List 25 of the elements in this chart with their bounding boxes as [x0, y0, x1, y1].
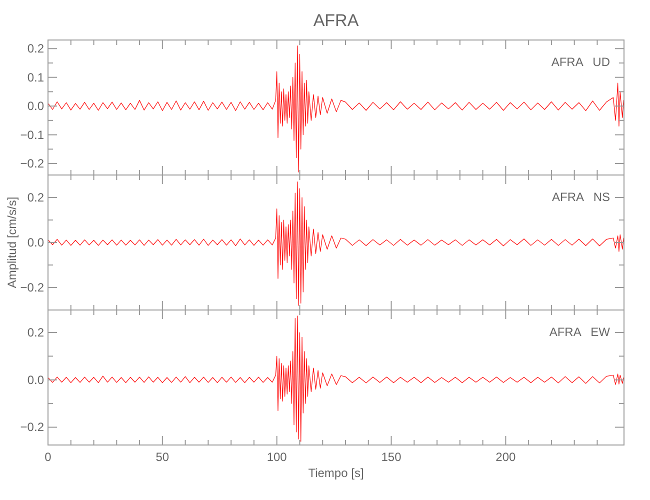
y-tick-label: 0.1: [27, 70, 44, 84]
y-tick-label: 0.0: [27, 99, 44, 114]
annotation: AFRA UD: [551, 55, 610, 69]
y-tick-label: −0.2: [20, 420, 44, 434]
line-series: [48, 181, 624, 306]
y-tick-label: −0.2: [20, 156, 44, 171]
y-tick-label: −0.1: [20, 128, 44, 142]
y-tick-label: 0.0: [27, 372, 44, 387]
chart-title: AFRA: [313, 11, 360, 30]
y-tick-label: 0.2: [27, 326, 44, 340]
y-tick-label: 0.2: [27, 42, 44, 56]
x-tick-label: 100: [266, 450, 288, 464]
x-tick-label: 200: [496, 450, 516, 464]
line-series: [48, 45, 624, 172]
x-tick-label: 150: [381, 450, 402, 464]
x-tick-label: 50: [156, 450, 170, 464]
x-tick-label: 0: [44, 450, 52, 464]
y-tick-label: −0.2: [20, 280, 44, 294]
line-series: [48, 316, 624, 442]
annotation: AFRA EW: [549, 325, 611, 339]
x-axis-title: Tiempo [s]: [308, 466, 364, 480]
annotation: AFRA NS: [552, 190, 610, 204]
y-tick-label: 0.0: [27, 236, 44, 250]
y-tick-label: 0.2: [27, 190, 44, 204]
y-axis-title: Amplitud [cm/s/s]: [5, 196, 19, 288]
